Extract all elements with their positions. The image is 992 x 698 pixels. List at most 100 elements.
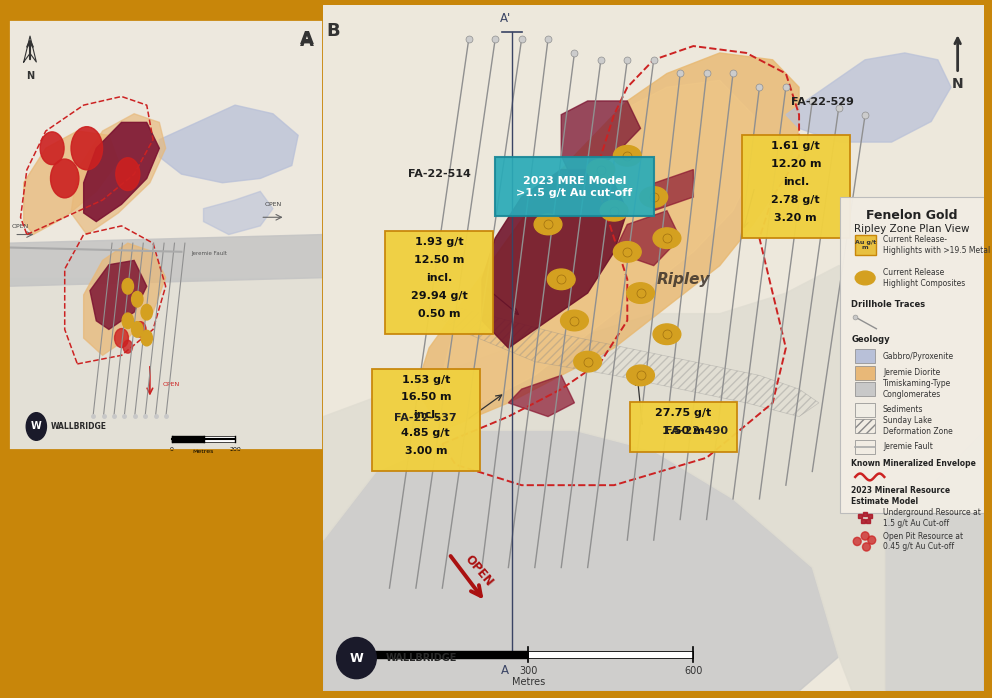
Text: incl.: incl. (783, 177, 808, 187)
Text: Sunday Lake
Deformation Zone: Sunday Lake Deformation Zone (883, 417, 952, 436)
Text: 2.78 g/t: 2.78 g/t (772, 195, 820, 205)
Text: Current Release
Highlight Composites: Current Release Highlight Composites (883, 268, 965, 288)
FancyBboxPatch shape (742, 135, 849, 238)
Text: N: N (952, 77, 963, 91)
Text: Jeremie Diorite: Jeremie Diorite (883, 368, 940, 377)
Text: 0: 0 (170, 447, 174, 452)
Circle shape (868, 536, 876, 544)
Text: 3.20 m: 3.20 m (775, 213, 817, 223)
Text: 12.20 m: 12.20 m (771, 159, 821, 169)
Circle shape (122, 279, 134, 294)
Polygon shape (786, 53, 951, 142)
Polygon shape (172, 436, 203, 443)
Circle shape (26, 413, 47, 440)
Text: Sediments: Sediments (883, 406, 924, 414)
Text: 1.53 g/t: 1.53 g/t (402, 375, 450, 385)
Text: Jeremie Fault: Jeremie Fault (190, 251, 227, 256)
Ellipse shape (653, 324, 681, 345)
FancyBboxPatch shape (495, 157, 654, 216)
FancyBboxPatch shape (372, 369, 480, 471)
Text: 300: 300 (519, 667, 538, 676)
Ellipse shape (587, 159, 615, 180)
Text: A: A (300, 32, 313, 50)
Text: FA-22-514: FA-22-514 (408, 169, 470, 179)
Polygon shape (323, 430, 838, 691)
Ellipse shape (653, 228, 681, 248)
Text: 16.50 m: 16.50 m (401, 392, 451, 402)
Circle shape (123, 340, 133, 353)
Polygon shape (614, 211, 681, 266)
Ellipse shape (534, 214, 561, 235)
Text: incl.: incl. (426, 273, 452, 283)
Circle shape (141, 330, 153, 346)
Polygon shape (8, 235, 323, 286)
Ellipse shape (600, 200, 628, 221)
Bar (855, 403, 875, 417)
Polygon shape (654, 170, 693, 211)
Text: Jeremie Fault: Jeremie Fault (883, 443, 932, 451)
Circle shape (141, 304, 153, 320)
Text: B: B (326, 22, 340, 40)
Circle shape (853, 537, 861, 546)
Polygon shape (508, 376, 574, 417)
Polygon shape (160, 105, 299, 183)
Ellipse shape (627, 365, 655, 386)
Ellipse shape (560, 310, 588, 331)
Text: Fenelon Gold: Fenelon Gold (866, 209, 958, 222)
Text: Underground Resource at
1.5 g/t Au Cut-off: Underground Resource at 1.5 g/t Au Cut-o… (883, 508, 981, 528)
Text: OPEN: OPEN (12, 224, 29, 229)
Text: W: W (31, 422, 42, 431)
Text: 27.75 g/t: 27.75 g/t (656, 408, 711, 418)
FancyBboxPatch shape (630, 402, 737, 452)
Text: Gabbro/Pyroxenite: Gabbro/Pyroxenite (883, 352, 954, 361)
Text: A: A (501, 664, 509, 676)
Polygon shape (885, 430, 984, 691)
Text: 2023 MRE Model
>1.5 g/t Au cut-off: 2023 MRE Model >1.5 g/t Au cut-off (516, 176, 633, 198)
Ellipse shape (855, 271, 875, 285)
Text: Open Pit Resource at
0.45 g/t Au Cut-off: Open Pit Resource at 0.45 g/t Au Cut-off (883, 532, 963, 551)
Text: 12.50 m: 12.50 m (414, 255, 464, 265)
Polygon shape (416, 53, 800, 430)
Text: WALLBRIDGE: WALLBRIDGE (51, 422, 106, 431)
Text: Metres: Metres (512, 677, 545, 688)
FancyBboxPatch shape (385, 231, 493, 334)
Polygon shape (90, 260, 147, 329)
Text: Ripley Zone Plan View: Ripley Zone Plan View (854, 224, 970, 234)
Text: A': A' (499, 13, 511, 25)
Text: 3.00 m: 3.00 m (405, 446, 447, 456)
Text: WALLBRIDGE: WALLBRIDGE (386, 653, 457, 663)
Circle shape (336, 637, 376, 678)
Text: A: A (300, 29, 313, 47)
Text: 4.85 g/t: 4.85 g/t (402, 428, 450, 438)
Circle shape (861, 532, 869, 540)
Text: incl.: incl. (413, 410, 438, 420)
Polygon shape (203, 191, 273, 235)
Ellipse shape (613, 146, 641, 166)
FancyBboxPatch shape (854, 235, 876, 255)
Text: FA-22-490: FA-22-490 (666, 426, 728, 436)
Ellipse shape (573, 351, 601, 372)
Polygon shape (203, 436, 235, 443)
Text: 1.61 g/t: 1.61 g/t (772, 141, 820, 151)
Circle shape (132, 322, 143, 337)
Text: Geology: Geology (851, 335, 890, 344)
Circle shape (135, 322, 146, 337)
Circle shape (132, 292, 143, 307)
Text: OPEN: OPEN (264, 202, 282, 207)
Polygon shape (323, 5, 984, 691)
Polygon shape (71, 114, 166, 235)
Polygon shape (24, 131, 118, 235)
Bar (855, 419, 875, 433)
Text: 200: 200 (229, 447, 241, 452)
Circle shape (116, 158, 140, 191)
Text: Drillhole Traces: Drillhole Traces (851, 299, 926, 309)
Bar (855, 440, 875, 454)
Text: Current Release-
Highlights with >19.5 Metal Factor: Current Release- Highlights with >19.5 M… (883, 235, 992, 255)
Text: FA-22-529: FA-22-529 (791, 97, 854, 107)
Polygon shape (83, 243, 166, 355)
Text: 2023 Mineral Resource
Estimate Model: 2023 Mineral Resource Estimate Model (851, 487, 950, 506)
Polygon shape (561, 101, 641, 184)
Bar (855, 366, 875, 380)
Bar (855, 349, 875, 363)
Circle shape (40, 132, 64, 165)
